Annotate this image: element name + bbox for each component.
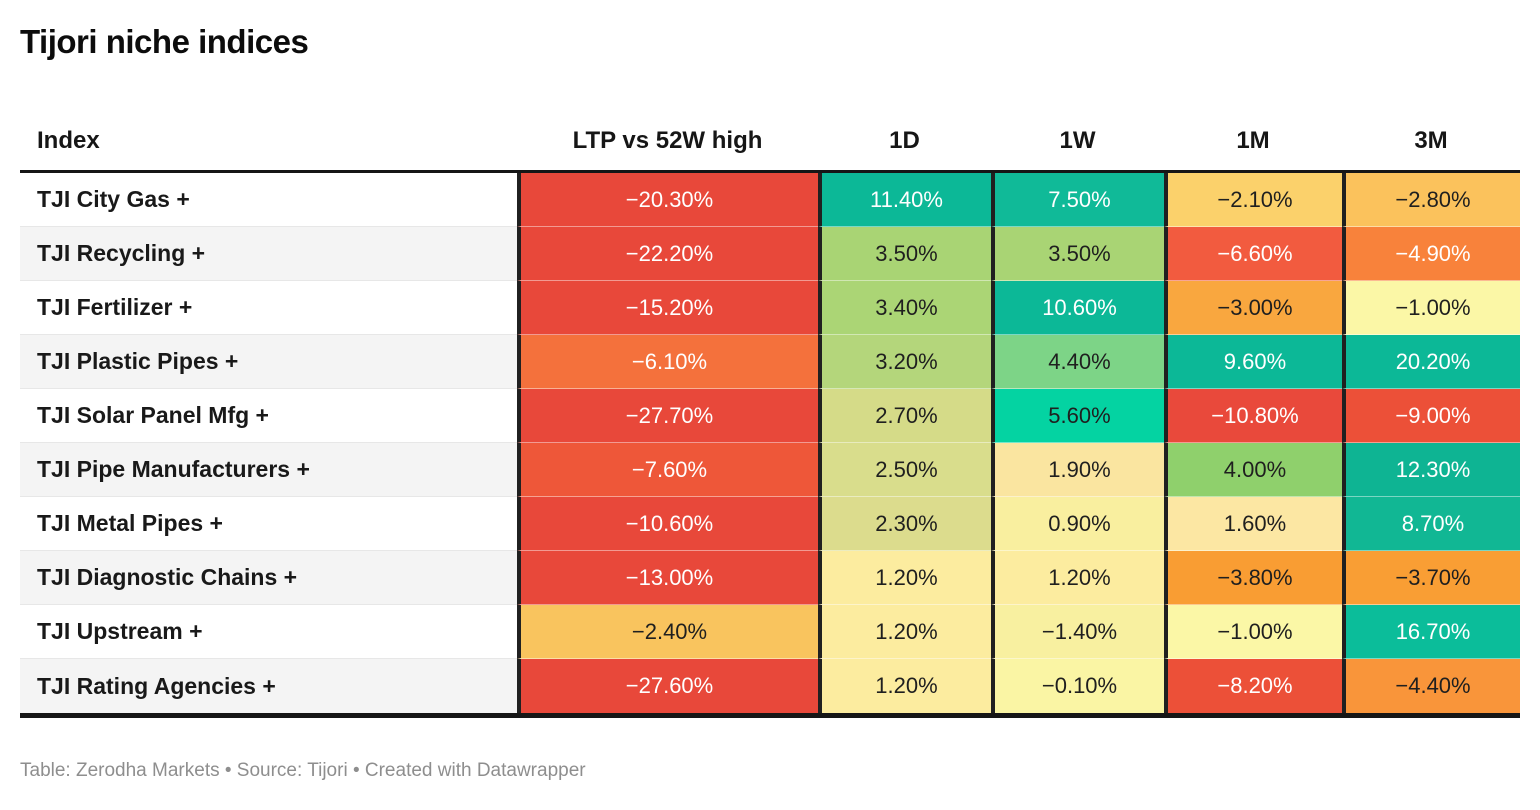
- cell-1d: 3.40%: [818, 281, 991, 335]
- cell-3m: −1.00%: [1342, 281, 1520, 335]
- table-row: TJI Solar Panel Mfg + −27.70% 2.70% 5.60% −1…: [20, 389, 1520, 443]
- cell-1d: 1.20%: [818, 659, 991, 713]
- cell-1d: 2.30%: [818, 497, 991, 551]
- cell-ltp-vs-52w-high: −22.20%: [517, 227, 818, 281]
- cell-1w: 3.50%: [991, 227, 1164, 281]
- table-row: TJI Pipe Manufacturers + −7.60% 2.50% 1.90%…: [20, 443, 1520, 497]
- column-header-ltp-vs-52w-high: LTP vs 52W high: [572, 127, 763, 154]
- table-footnote: Table: Zerodha Markets • Source: Tijori …: [20, 760, 586, 781]
- cell-1w: 4.40%: [991, 335, 1164, 389]
- table-body: TJI City Gas + −20.30% 11.40% 7.50% −2.10% −2…: [20, 173, 1520, 713]
- row-label-expandable[interactable]: TJI Metal Pipes +: [20, 497, 517, 551]
- cell-1m: −3.00%: [1164, 281, 1342, 335]
- cell-1w: 10.60%: [991, 281, 1164, 335]
- cell-1d: 3.50%: [818, 227, 991, 281]
- cell-1d: 2.70%: [818, 389, 991, 443]
- cell-1d: 1.20%: [818, 551, 991, 605]
- cell-1m: 4.00%: [1164, 443, 1342, 497]
- row-label-expandable[interactable]: TJI Upstream +: [20, 605, 517, 659]
- row-label-expandable[interactable]: TJI Recycling +: [20, 227, 517, 281]
- cell-ltp-vs-52w-high: −6.10%: [517, 335, 818, 389]
- cell-1m: −3.80%: [1164, 551, 1342, 605]
- table-row: TJI Plastic Pipes + −6.10% 3.20% 4.40% 9.60%…: [20, 335, 1520, 389]
- cell-3m: −4.90%: [1342, 227, 1520, 281]
- row-label-expandable[interactable]: TJI Fertilizer +: [20, 281, 517, 335]
- cell-3m: −9.00%: [1342, 389, 1520, 443]
- cell-3m: −2.80%: [1342, 173, 1520, 227]
- column-header-index: Index: [37, 127, 100, 154]
- table-header-row: Index LTP vs 52W high 1D 1W 1M 3M: [20, 112, 1520, 173]
- row-label-expandable[interactable]: TJI Pipe Manufacturers +: [20, 443, 517, 497]
- cell-1m: 9.60%: [1164, 335, 1342, 389]
- table-row: TJI Upstream + −2.40% 1.20% −1.40% −1.00% 16.…: [20, 605, 1520, 659]
- cell-ltp-vs-52w-high: −27.60%: [517, 659, 818, 713]
- cell-3m: 8.70%: [1342, 497, 1520, 551]
- cell-1w: 0.90%: [991, 497, 1164, 551]
- column-header-1d: 1D: [889, 127, 920, 154]
- cell-3m: −3.70%: [1342, 551, 1520, 605]
- cell-1w: 1.20%: [991, 551, 1164, 605]
- table-row: TJI Metal Pipes + −10.60% 2.30% 0.90% 1.60% 8…: [20, 497, 1520, 551]
- page-title: Tijori niche indices: [20, 23, 309, 60]
- cell-3m: 16.70%: [1342, 605, 1520, 659]
- cell-1d: 11.40%: [818, 173, 991, 227]
- cell-ltp-vs-52w-high: −7.60%: [517, 443, 818, 497]
- cell-1w: −0.10%: [991, 659, 1164, 713]
- indices-table: Index LTP vs 52W high 1D 1W 1M 3M TJI Ci…: [20, 112, 1520, 718]
- column-header-1m: 1M: [1236, 127, 1270, 154]
- cell-1m: −8.20%: [1164, 659, 1342, 713]
- cell-3m: 20.20%: [1342, 335, 1520, 389]
- cell-ltp-vs-52w-high: −15.20%: [517, 281, 818, 335]
- cell-1d: 2.50%: [818, 443, 991, 497]
- cell-1w: 7.50%: [991, 173, 1164, 227]
- table-row: TJI Recycling + −22.20% 3.50% 3.50% −6.60% −4…: [20, 227, 1520, 281]
- cell-1d: 3.20%: [818, 335, 991, 389]
- row-label-expandable[interactable]: TJI Rating Agencies +: [37, 672, 276, 699]
- cell-1m: −1.00%: [1164, 605, 1342, 659]
- datawrapper-table-page: Tijori niche indices Index LTP vs 52W hi…: [20, 23, 1520, 781]
- row-label-expandable[interactable]: TJI Diagnostic Chains +: [20, 551, 517, 605]
- cell-ltp-vs-52w-high: −27.70%: [517, 389, 818, 443]
- cell-1m: 1.60%: [1164, 497, 1342, 551]
- table-row: TJI Fertilizer + −15.20% 3.40% 10.60% −3.00%…: [20, 281, 1520, 335]
- cell-3m: 12.30%: [1342, 443, 1520, 497]
- cell-1w: 5.60%: [991, 389, 1164, 443]
- table-row: TJI City Gas + −20.30% 11.40% 7.50% −2.10% −2…: [20, 173, 1520, 227]
- row-label-expandable[interactable]: TJI Solar Panel Mfg +: [20, 389, 517, 443]
- row-label-expandable[interactable]: TJI City Gas +: [20, 173, 517, 227]
- cell-ltp-vs-52w-high: −20.30%: [517, 173, 818, 227]
- cell-1w: 1.90%: [991, 443, 1164, 497]
- cell-1d: 1.20%: [818, 605, 991, 659]
- cell-1m: −6.60%: [1164, 227, 1342, 281]
- table-row: TJI Diagnostic Chains + −13.00% 1.20% 1.20%…: [20, 551, 1520, 605]
- column-header-1w: 1W: [1059, 127, 1096, 154]
- column-header-3m: 3M: [1414, 127, 1448, 154]
- cell-1w: −1.40%: [991, 605, 1164, 659]
- row-label-expandable[interactable]: TJI Plastic Pipes +: [20, 335, 517, 389]
- cell-1m: −10.80%: [1164, 389, 1342, 443]
- cell-ltp-vs-52w-high: −10.60%: [517, 497, 818, 551]
- cell-ltp-vs-52w-high: −13.00%: [517, 551, 818, 605]
- cell-3m: −4.40%: [1342, 659, 1520, 713]
- table-row: TJI Rating Agencies + −27.60% 1.20% −0.10% −…: [20, 659, 1520, 713]
- cell-1m: −2.10%: [1164, 173, 1342, 227]
- cell-ltp-vs-52w-high: −2.40%: [517, 605, 818, 659]
